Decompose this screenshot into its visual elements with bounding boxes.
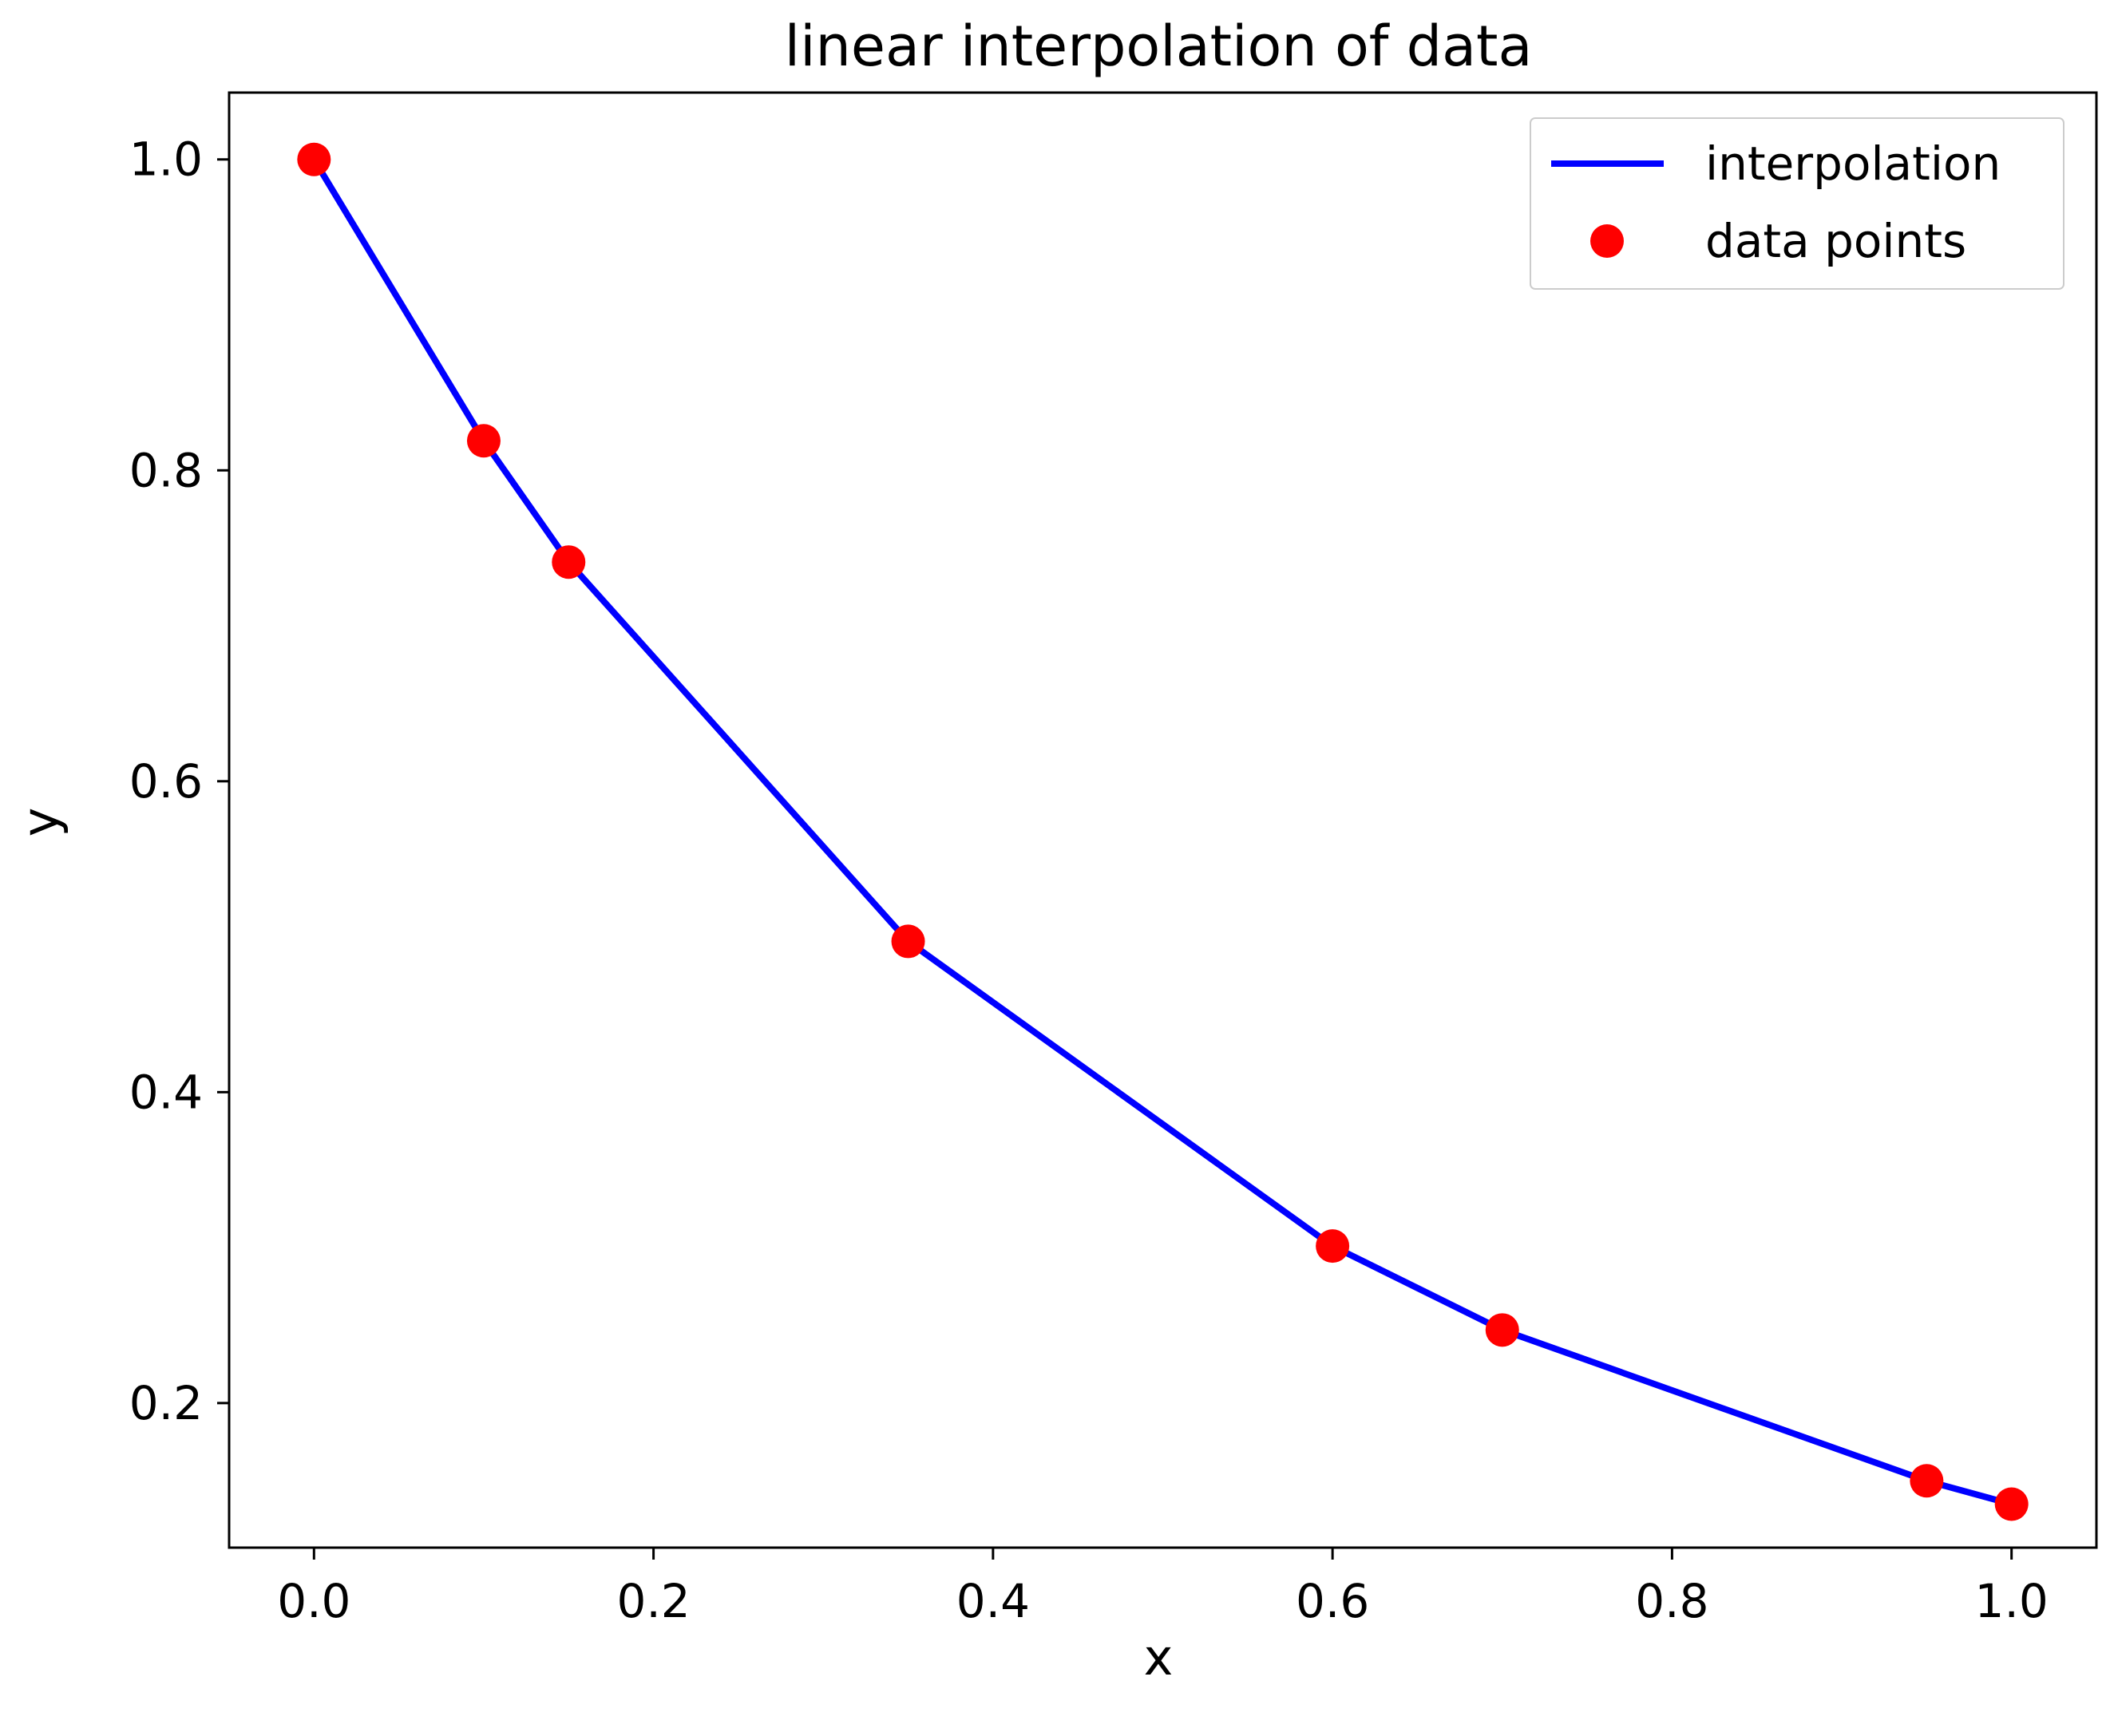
x-tick-label: 0.8 (1635, 1574, 1708, 1628)
x-tick-label: 0.0 (277, 1574, 350, 1628)
y-tick-label: 1.0 (129, 132, 203, 187)
data-point (1316, 1229, 1350, 1263)
legend-label: data points (1705, 214, 1966, 268)
data-point (1485, 1313, 1519, 1347)
legend-layer: interpolation data points (1530, 117, 2064, 290)
plot-area-frame (228, 91, 2098, 1549)
series-layer (297, 142, 2029, 1521)
x-tick-label: 0.4 (956, 1574, 1030, 1628)
legend-label: interpolation (1705, 136, 2001, 191)
data-point (552, 545, 586, 579)
x-tick-label: 0.6 (1296, 1574, 1369, 1628)
ticks-layer: 0.0 0.2 0.4 0.6 0.8 1.0 0.2 0.4 0.6 0.8 1.0 (129, 132, 2049, 1628)
x-axis-label: x (1144, 1628, 1174, 1687)
x-tick-label: 1.0 (1975, 1574, 2049, 1628)
y-tick-label: 0.2 (129, 1376, 203, 1430)
y-tick-label: 0.4 (129, 1065, 203, 1119)
x-tick-label: 0.2 (616, 1574, 690, 1628)
y-axis-label: y (11, 808, 69, 837)
legend-marker-swatch (1590, 224, 1624, 258)
plot-frame-layer (228, 91, 2098, 1549)
chart-title: linear interpolation of data (785, 14, 1533, 79)
data-point (297, 142, 331, 176)
data-point (1910, 1464, 1944, 1498)
y-tick-label: 0.6 (129, 754, 203, 809)
data-point (1994, 1487, 2029, 1521)
data-point (891, 924, 925, 959)
data-point (466, 424, 501, 458)
interpolation-line (311, 157, 2013, 1508)
y-tick-label: 0.8 (129, 443, 203, 497)
